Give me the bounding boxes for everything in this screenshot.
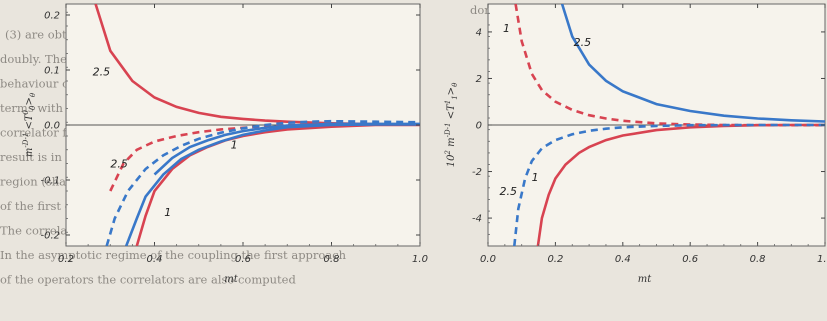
y-axis-label: m-D-1 <T00>θ	[22, 92, 37, 157]
curve-label: 1	[532, 171, 539, 184]
series-line-blue-solid	[560, 4, 825, 123]
left-chart: 0.2 0.4 0.6 0.8 1.0 0.2 0.1 0.0 -0.1 -0.2 mt m-D-1 …	[22, 3, 428, 285]
curve-label: 1	[231, 139, 238, 152]
y-tick-label: 2	[476, 74, 482, 85]
x-tick-label: 0.6	[682, 254, 698, 265]
x-tick-label: 0.8	[324, 254, 340, 265]
y-axis-label: 102 m-D-1 <T11>θ	[444, 82, 459, 167]
y-tick-label: 0.0	[44, 121, 60, 132]
series-line-blue-dashed	[513, 123, 825, 246]
x-tick-label: 0.8	[750, 254, 766, 265]
series-line-blue-solid	[153, 122, 420, 176]
background-text-line: of the operators the correlators are als…	[0, 273, 296, 287]
curve-label: 2.5	[499, 185, 517, 198]
x-tick-label: 1.0	[817, 254, 827, 265]
x-tick-label: 0.6	[235, 254, 251, 265]
right-chart: 0.0 0.2 0.4 0.6 0.8 1.0 4 2 0 -2 -4 mt 102 m-D-1 <T1…	[444, 3, 827, 285]
y-tick-label: 4	[476, 27, 482, 38]
curve-label: 2.5	[93, 66, 111, 79]
x-tick-label: 0.2	[547, 254, 563, 265]
x-axis-label: mt	[224, 274, 238, 285]
background-text-line: In the asymptotic regime of the coupling…	[0, 248, 347, 262]
y-tick-label: 0	[476, 121, 482, 132]
x-tick-label: 0.0	[480, 254, 496, 265]
series-line-red-dashed	[109, 122, 420, 192]
y-tick-label: 0.1	[44, 66, 60, 77]
series-line-blue-dashed	[105, 119, 420, 246]
curve-label: 1	[164, 206, 171, 219]
x-axis-label: mt	[638, 274, 652, 285]
curve-label: 1	[503, 22, 510, 35]
y-tick-label: -2	[472, 167, 482, 178]
x-tick-label: 0.4	[147, 254, 163, 265]
curve-label: 2.5	[574, 36, 592, 49]
series-line-red-solid	[536, 123, 825, 246]
y-tick-label: -0.2	[40, 231, 60, 242]
x-tick-label: 0.4	[615, 254, 631, 265]
x-tick-label: 0.2	[58, 254, 74, 265]
y-tick-label: -0.1	[40, 176, 60, 187]
y-tick-label: 0.2	[44, 11, 60, 22]
x-tick-label: 1.0	[412, 254, 428, 265]
y-tick-label: -4	[472, 214, 482, 225]
curve-label: 2.5	[110, 157, 128, 170]
